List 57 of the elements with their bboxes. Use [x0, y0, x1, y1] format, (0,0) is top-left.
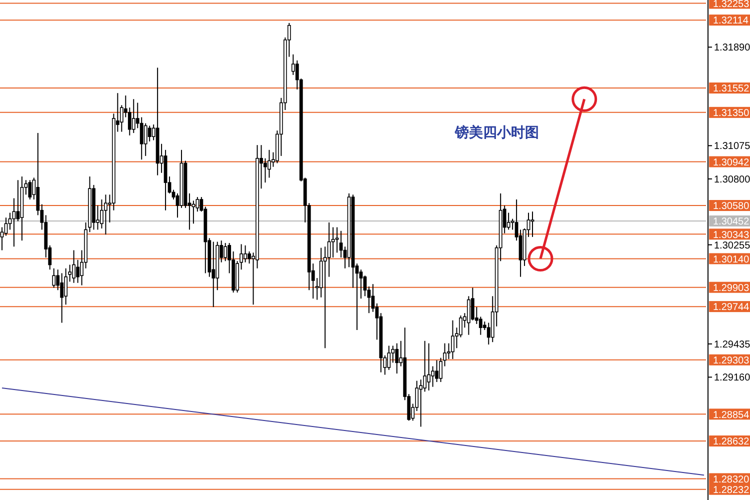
- candlestick: [248, 250, 251, 264]
- candlestick: [470, 287, 474, 321]
- candlestick: [104, 194, 108, 236]
- ref-line-label: 1.30580: [713, 201, 750, 212]
- candlestick: [478, 316, 482, 336]
- candlestick: [506, 212, 510, 230]
- candlestick: [148, 125, 152, 142]
- ref-line-label: 1.31552: [713, 84, 750, 95]
- ref-line-label: 1.28632: [713, 436, 750, 448]
- y-tick-label: 1.29435: [714, 339, 750, 350]
- candlestick: [331, 226, 335, 258]
- candlestick: [244, 244, 247, 263]
- ref-line-label: 1.29903: [713, 282, 750, 294]
- ref-line-label: 1.30942: [713, 157, 750, 168]
- y-tick-label: 1.30800: [714, 174, 750, 186]
- candlestick: [12, 198, 16, 248]
- y-tick-label: 1.31075: [714, 141, 750, 152]
- ref-line-label: 1.32114: [713, 16, 749, 27]
- candlestick: [140, 116, 144, 160]
- candlestick: [16, 180, 20, 222]
- candlestick: [28, 180, 32, 200]
- candlestick: [387, 345, 391, 370]
- y-tick-label: 1.30255: [714, 240, 750, 252]
- candlestick: [212, 241, 216, 308]
- candlestick: [0, 226, 4, 251]
- annotation: 镑美四小时图: [454, 124, 539, 140]
- candlestick: [76, 259, 80, 284]
- candlestick: [224, 242, 228, 262]
- ref-line-label: 1.32253: [713, 0, 750, 10]
- candlestick: [327, 222, 331, 278]
- candlestick: [335, 226, 339, 254]
- candlestick: [419, 379, 423, 428]
- ref-line-label: 1.30452: [713, 216, 750, 228]
- candlestick: [268, 149, 271, 178]
- ref-line-label: 1.30343: [713, 230, 750, 241]
- ref-line-label: 1.29303: [713, 355, 750, 366]
- candlestick: [395, 342, 399, 374]
- candlestick: [459, 315, 462, 338]
- ref-line-label: 1.31350: [713, 108, 750, 120]
- candlestick: [144, 122, 148, 156]
- ref-line-label: 1.28232: [713, 484, 750, 496]
- ref-line-label: 1.29744: [713, 302, 750, 314]
- candlestick: [451, 320, 454, 360]
- candlestick: [339, 230, 343, 258]
- ref-line-label: 1.30140: [713, 254, 750, 266]
- y-tick-label: 1.29160: [714, 372, 750, 384]
- ref-line-label: 1.28854: [713, 410, 750, 421]
- candlestick: [132, 98, 136, 134]
- candlestick: [359, 269, 363, 300]
- y-tick-label: 1.31890: [714, 42, 750, 54]
- ref-line-label: 1.28320: [713, 474, 750, 486]
- candlestick: [530, 211, 534, 238]
- candlestick: [72, 250, 76, 284]
- candlestick: [4, 217, 8, 236]
- candlestick: [52, 268, 56, 288]
- candlestick: [60, 272, 64, 324]
- candlestick: [427, 342, 430, 391]
